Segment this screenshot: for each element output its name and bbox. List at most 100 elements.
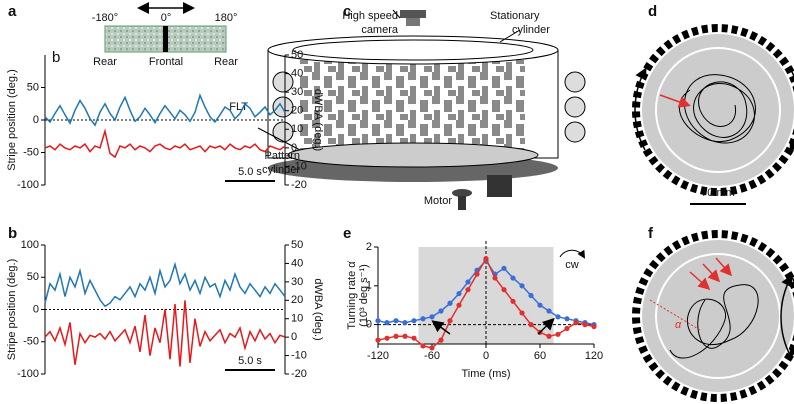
y2-tick-label: -10 <box>291 160 307 172</box>
y-axis-label: Stripe position (deg.) <box>6 259 18 361</box>
data-point <box>465 279 471 285</box>
y2-tick-label: 10 <box>291 123 303 135</box>
series-line <box>44 128 286 159</box>
panel-label: b <box>52 49 60 66</box>
x-tick-label: 60 <box>534 350 546 362</box>
panel-label: f <box>648 225 654 242</box>
diagram-label: Pattern <box>265 150 300 162</box>
y2-tick-label: -20 <box>291 179 307 191</box>
annotation-arrow <box>559 249 586 259</box>
y-axis-label: (10³ deg s⁻¹) <box>358 264 370 327</box>
y-tick-label: 100 <box>21 239 39 251</box>
data-point <box>402 320 408 326</box>
data-point <box>492 275 498 281</box>
series-line <box>44 93 286 127</box>
y-tick-label: 50 <box>27 81 39 93</box>
y-tick-label: 2 <box>366 241 372 253</box>
y-tick-label: -50 <box>23 146 39 158</box>
data-point <box>402 333 408 339</box>
data-point <box>555 331 561 337</box>
data-point <box>384 320 390 326</box>
data-point <box>465 287 471 293</box>
diagram-label: camera <box>361 24 399 36</box>
diagram-label: Stationary <box>490 10 540 22</box>
x-tick-label: 120 <box>585 350 603 362</box>
data-point <box>384 335 390 341</box>
y-tick-label: 50 <box>27 271 39 283</box>
stimulus-label: Frontal <box>149 56 183 68</box>
y2-tick-label: 0 <box>291 331 297 343</box>
arena-diagram: High speed camera Stationary cylinder FL… <box>229 9 586 210</box>
y-tick-label: -100 <box>17 179 39 191</box>
data-point <box>411 335 417 341</box>
y2-tick-label: 30 <box>291 86 303 98</box>
diagram-label: cylinder <box>512 24 550 36</box>
y2-axis-label: dWBA (deg.) <box>312 278 324 340</box>
x-tick-label: 0 <box>483 350 489 362</box>
data-point <box>555 314 561 320</box>
data-point <box>447 300 453 306</box>
data-point <box>510 298 516 304</box>
data-point <box>519 310 525 316</box>
scale-label: 5.0 s <box>238 166 262 178</box>
data-point <box>411 318 417 324</box>
stimulus-label: Rear <box>93 56 117 68</box>
stimulus: -180° 0° 180° Rear Frontal Rear <box>92 2 238 68</box>
data-point <box>564 325 570 332</box>
annotation-arrow <box>431 320 451 335</box>
data-point <box>537 302 543 308</box>
data-point <box>501 265 507 271</box>
data-point <box>501 287 507 293</box>
y2-tick-label: -10 <box>291 349 307 361</box>
data-point <box>510 275 516 281</box>
panel-label: e <box>343 225 351 242</box>
y2-tick-label: 20 <box>291 105 303 117</box>
y-tick-label: -100 <box>17 368 39 380</box>
y-tick-label: 0 <box>33 114 39 126</box>
y-tick-label: 0 <box>33 303 39 315</box>
panel-label: d <box>648 3 657 20</box>
y2-tick-label: 40 <box>291 257 303 269</box>
data-point <box>546 333 552 339</box>
diagram-label: Motor <box>424 195 452 207</box>
y2-tick-label: -20 <box>291 368 307 380</box>
panel-label: a <box>8 3 17 20</box>
data-point <box>456 302 462 308</box>
data-point <box>420 343 426 349</box>
y-tick-label: -50 <box>23 336 39 348</box>
data-point <box>438 337 444 343</box>
data-point <box>375 337 381 343</box>
scale-label: 5.0 s <box>238 355 262 367</box>
y2-tick-label: 50 <box>291 49 303 61</box>
data-point <box>429 314 435 320</box>
stimulus-label: 0° <box>161 12 172 24</box>
stimulus-label: Rear <box>214 56 238 68</box>
scale-label: 70 mm <box>701 187 735 199</box>
data-point <box>474 271 480 277</box>
data-point <box>375 318 381 324</box>
y2-tick-label: 50 <box>291 239 303 251</box>
data-point <box>546 308 552 314</box>
y2-tick-label: 10 <box>291 313 303 325</box>
y2-tick-label: 0 <box>291 142 297 154</box>
stimulus-label: -180° <box>92 12 118 24</box>
data-point <box>528 322 534 328</box>
y-tick-label: 0 <box>366 319 372 331</box>
data-point <box>393 318 399 324</box>
data-point <box>528 292 534 299</box>
trajectory-f: α <box>632 230 794 402</box>
series-line <box>44 261 286 308</box>
x-axis-label: Time (ms) <box>461 368 510 380</box>
angle-label: α <box>675 319 682 331</box>
trajectory-d: 70 mm <box>632 24 794 205</box>
x-tick-label: -60 <box>424 350 440 362</box>
data-point <box>519 283 525 289</box>
annotation: cw <box>565 259 579 271</box>
diagram-label: FLT <box>229 101 248 113</box>
y2-tick-label: 30 <box>291 276 303 288</box>
data-point <box>591 323 597 330</box>
data-point <box>582 322 588 328</box>
data-point <box>420 316 426 322</box>
data-point <box>429 345 435 351</box>
y-axis-label: Turning rate α̇ <box>346 260 358 329</box>
